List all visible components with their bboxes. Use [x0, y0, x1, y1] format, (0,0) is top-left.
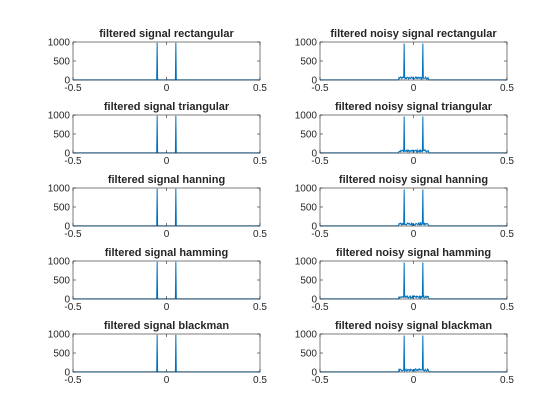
x-tick-label: 0.5	[253, 375, 267, 386]
x-tick-label: 0	[411, 375, 417, 386]
y-tick-label: 500	[53, 203, 70, 214]
x-tick-label: -0.5	[311, 83, 329, 94]
subplot-title: filtered noisy signal rectangular	[330, 28, 497, 40]
subplot-title: filtered noisy signal triangular	[335, 101, 493, 113]
x-tick-label: 0.5	[500, 156, 514, 167]
subplot-title: filtered noisy signal blackman	[335, 320, 492, 332]
x-tick-label: 0.5	[500, 229, 514, 240]
x-tick-label: -0.5	[311, 375, 329, 386]
x-tick-label: -0.5	[64, 302, 82, 313]
subplot-title: filtered signal hanning	[108, 174, 225, 186]
x-tick-label: 0.5	[253, 156, 267, 167]
x-tick-label: 0.5	[253, 83, 267, 94]
y-tick-label: 500	[53, 130, 70, 141]
x-tick-label: -0.5	[64, 375, 82, 386]
y-tick-label: 1000	[295, 38, 318, 49]
y-tick-label: 0	[64, 76, 70, 87]
y-tick-label: 500	[53, 57, 70, 68]
subplot-title: filtered noisy signal hamming	[336, 247, 491, 259]
subplot-3: filtered signal triangular-0.5 0 0.5050010…	[48, 101, 268, 167]
x-tick-label: 0	[164, 229, 170, 240]
y-tick-label: 1000	[295, 330, 318, 341]
y-tick-label: 1000	[295, 184, 318, 195]
x-tick-label: 0	[411, 302, 417, 313]
y-tick-label: 1000	[48, 38, 71, 49]
subplot-2: filtered noisy signal rectangular-0.5 0 0.…	[295, 28, 515, 94]
x-tick-label: 0.5	[253, 302, 267, 313]
x-tick-label: 0	[411, 83, 417, 94]
y-tick-label: 1000	[295, 257, 318, 268]
y-tick-label: 1000	[48, 330, 71, 341]
y-tick-label: 1000	[48, 184, 71, 195]
x-tick-label: -0.5	[311, 156, 329, 167]
subplot-6: filtered noisy signal hanning-0.5 0 0.5050…	[295, 174, 515, 240]
y-tick-label: 500	[53, 276, 70, 287]
x-tick-label: 0	[164, 156, 170, 167]
x-tick-label: -0.5	[311, 302, 329, 313]
y-tick-label: 500	[300, 130, 317, 141]
x-tick-label: 0.5	[500, 302, 514, 313]
subplot-4: filtered noisy signal triangular-0.5 0 0.5…	[295, 101, 515, 167]
y-tick-label: 0	[64, 368, 70, 379]
y-tick-label: 0	[64, 149, 70, 160]
subplot-title: filtered signal triangular	[104, 101, 230, 113]
subplot-1: filtered signal rectangular-0.5 0 0.505001…	[48, 28, 268, 94]
y-tick-label: 0	[64, 222, 70, 233]
y-tick-label: 0	[64, 295, 70, 306]
y-tick-label: 0	[311, 149, 317, 160]
y-tick-label: 500	[300, 349, 317, 360]
subplot-8: filtered noisy signal hamming-0.5 0 0.5050…	[295, 247, 515, 313]
x-tick-label: 0.5	[253, 229, 267, 240]
x-tick-label: 0	[164, 375, 170, 386]
subplot-title: filtered signal rectangular	[99, 28, 234, 40]
y-tick-label: 0	[311, 368, 317, 379]
x-tick-label: 0	[411, 156, 417, 167]
y-tick-label: 1000	[48, 257, 71, 268]
y-tick-label: 1000	[48, 111, 71, 122]
y-tick-label: 0	[311, 295, 317, 306]
y-tick-label: 0	[311, 76, 317, 87]
x-tick-label: 0.5	[500, 375, 514, 386]
x-tick-label: -0.5	[64, 83, 82, 94]
x-tick-label: -0.5	[311, 229, 329, 240]
y-tick-label: 0	[311, 222, 317, 233]
x-tick-label: 0	[164, 302, 170, 313]
y-tick-label: 500	[300, 57, 317, 68]
subplot-title: filtered noisy signal hanning	[339, 174, 488, 186]
x-tick-label: -0.5	[64, 156, 82, 167]
x-tick-label: -0.5	[64, 229, 82, 240]
x-tick-label: 0	[164, 83, 170, 94]
subplot-title: filtered signal blackman	[104, 320, 230, 332]
y-tick-label: 500	[300, 276, 317, 287]
x-tick-label: 0	[411, 229, 417, 240]
subplot-title: filtered signal hamming	[105, 247, 228, 259]
y-tick-label: 500	[53, 349, 70, 360]
y-tick-label: 1000	[295, 111, 318, 122]
y-tick-label: 500	[300, 203, 317, 214]
x-tick-label: 0.5	[500, 83, 514, 94]
subplot-10: filtered noisy signal blackman-0.5 0 0.505…	[295, 320, 515, 386]
